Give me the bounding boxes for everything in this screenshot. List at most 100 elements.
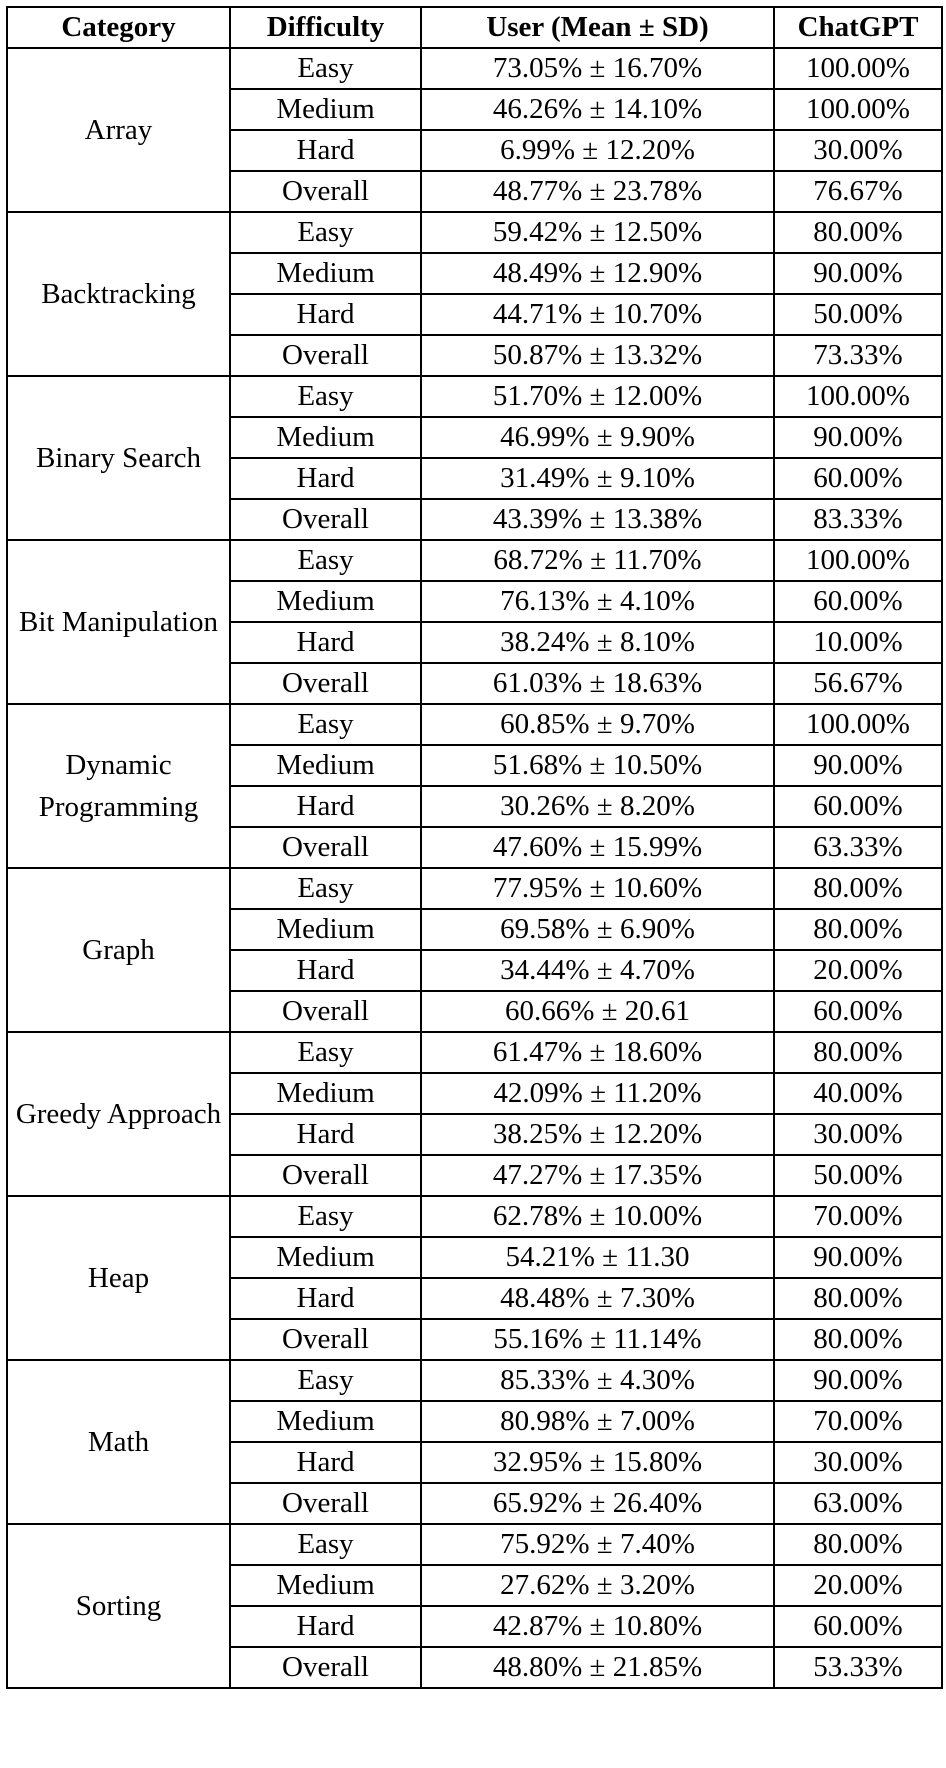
difficulty-cell: Overall — [229, 1482, 422, 1525]
chatgpt-score-cell: 90.00% — [773, 416, 943, 459]
user-mean-sd-cell: 62.78% ± 10.00% — [420, 1195, 775, 1238]
category-cell: Array — [6, 47, 231, 213]
category-cell: Binary Search — [6, 375, 231, 541]
table-row: Overall 65.92% ± 26.40% 63.00% — [7, 1482, 943, 1525]
table-row: Overall 61.03% ± 18.63% 56.67% — [7, 662, 943, 705]
user-mean-sd-cell: 38.24% ± 8.10% — [420, 621, 775, 664]
chatgpt-score-cell: 83.33% — [773, 498, 943, 541]
table-row: Medium 48.49% ± 12.90% 90.00% — [7, 252, 943, 295]
table-row: Hard 31.49% ± 9.10% 60.00% — [7, 457, 943, 500]
difficulty-cell: Hard — [229, 1113, 422, 1156]
table-row: Hard 6.99% ± 12.20% 30.00% — [7, 129, 943, 172]
chatgpt-score-cell: 76.67% — [773, 170, 943, 213]
chatgpt-score-cell: 100.00% — [773, 88, 943, 131]
difficulty-cell: Medium — [229, 252, 422, 295]
chatgpt-score-cell: 100.00% — [773, 47, 943, 90]
difficulty-cell: Easy — [229, 539, 422, 582]
difficulty-cell: Hard — [229, 949, 422, 992]
difficulty-cell: Medium — [229, 416, 422, 459]
chatgpt-score-cell: 100.00% — [773, 375, 943, 418]
chatgpt-score-cell: 80.00% — [773, 908, 943, 951]
user-mean-sd-cell: 85.33% ± 4.30% — [420, 1359, 775, 1402]
difficulty-cell: Medium — [229, 744, 422, 787]
user-mean-sd-cell: 61.03% ± 18.63% — [420, 662, 775, 705]
table-row: Hard 32.95% ± 15.80% 30.00% — [7, 1441, 943, 1484]
chatgpt-score-cell: 100.00% — [773, 539, 943, 582]
table-row: Hard 38.24% ± 8.10% 10.00% — [7, 621, 943, 664]
difficulty-cell: Easy — [229, 1523, 422, 1566]
difficulty-cell: Overall — [229, 1318, 422, 1361]
user-mean-sd-cell: 47.27% ± 17.35% — [420, 1154, 775, 1197]
table-row: Overall 47.27% ± 17.35% 50.00% — [7, 1154, 943, 1197]
user-mean-sd-cell: 77.95% ± 10.60% — [420, 867, 775, 910]
user-mean-sd-cell: 48.80% ± 21.85% — [420, 1646, 775, 1689]
table-row: Overall 60.66% ± 20.61 60.00% — [7, 990, 943, 1033]
user-mean-sd-cell: 6.99% ± 12.20% — [420, 129, 775, 172]
results-table-container: Category Difficulty User (Mean ± SD) Cha… — [6, 6, 943, 1689]
difficulty-cell: Hard — [229, 293, 422, 336]
table-row: Hard 38.25% ± 12.20% 30.00% — [7, 1113, 943, 1156]
table-row: Medium 46.26% ± 14.10% 100.00% — [7, 88, 943, 131]
table-row: Medium 80.98% ± 7.00% 70.00% — [7, 1400, 943, 1443]
user-mean-sd-cell: 60.66% ± 20.61 — [420, 990, 775, 1033]
chatgpt-score-cell: 30.00% — [773, 129, 943, 172]
table-row: Hard 42.87% ± 10.80% 60.00% — [7, 1605, 943, 1648]
difficulty-cell: Hard — [229, 1277, 422, 1320]
chatgpt-score-cell: 30.00% — [773, 1113, 943, 1156]
chatgpt-score-cell: 63.33% — [773, 826, 943, 869]
difficulty-cell: Easy — [229, 703, 422, 746]
table-row: Overall 50.87% ± 13.32% 73.33% — [7, 334, 943, 377]
user-mean-sd-cell: 44.71% ± 10.70% — [420, 293, 775, 336]
chatgpt-score-cell: 60.00% — [773, 457, 943, 500]
chatgpt-score-cell: 80.00% — [773, 1277, 943, 1320]
table-row: Array Easy 73.05% ± 16.70% 100.00% — [6, 47, 943, 213]
table-header: Category Difficulty User (Mean ± SD) Cha… — [6, 6, 943, 49]
difficulty-cell: Easy — [229, 1195, 422, 1238]
chatgpt-score-cell: 60.00% — [773, 1605, 943, 1648]
user-mean-sd-cell: 50.87% ± 13.32% — [420, 334, 775, 377]
table-row: Binary Search Easy 51.70% ± 12.00% 100.00% — [6, 375, 943, 541]
difficulty-cell: Overall — [229, 1646, 422, 1689]
user-mean-sd-cell: 69.58% ± 6.90% — [420, 908, 775, 951]
user-mean-sd-cell: 73.05% ± 16.70% — [420, 47, 775, 90]
user-mean-sd-cell: 46.26% ± 14.10% — [420, 88, 775, 131]
chatgpt-score-cell: 20.00% — [773, 1564, 943, 1607]
difficulty-cell: Hard — [229, 1605, 422, 1648]
table-row: Heap Easy 62.78% ± 10.00% 70.00% — [6, 1195, 943, 1361]
user-mean-sd-cell: 30.26% ± 8.20% — [420, 785, 775, 828]
user-mean-sd-cell: 38.25% ± 12.20% — [420, 1113, 775, 1156]
difficulty-cell: Overall — [229, 334, 422, 377]
user-mean-sd-cell: 32.95% ± 15.80% — [420, 1441, 775, 1484]
user-mean-sd-cell: 42.09% ± 11.20% — [420, 1072, 775, 1115]
difficulty-cell: Easy — [229, 211, 422, 254]
user-mean-sd-cell: 76.13% ± 4.10% — [420, 580, 775, 623]
table-row: Greedy Approach Easy 61.47% ± 18.60% 80.00% — [6, 1031, 943, 1197]
chatgpt-score-cell: 80.00% — [773, 1031, 943, 1074]
chatgpt-score-cell: 20.00% — [773, 949, 943, 992]
user-mean-sd-cell: 48.77% ± 23.78% — [420, 170, 775, 213]
chatgpt-score-cell: 80.00% — [773, 867, 943, 910]
user-mean-sd-cell: 55.16% ± 11.14% — [420, 1318, 775, 1361]
chatgpt-score-cell: 70.00% — [773, 1400, 943, 1443]
difficulty-cell: Hard — [229, 621, 422, 664]
header-user-mean-sd: User (Mean ± SD) — [420, 6, 775, 49]
difficulty-cell: Medium — [229, 908, 422, 951]
user-mean-sd-cell: 43.39% ± 13.38% — [420, 498, 775, 541]
category-cell: Math — [6, 1359, 231, 1525]
difficulty-cell: Overall — [229, 170, 422, 213]
difficulty-cell: Hard — [229, 457, 422, 500]
category-cell: Sorting — [6, 1523, 231, 1689]
table-row: Backtracking Easy 59.42% ± 12.50% 80.00% — [6, 211, 943, 377]
category-cell: Graph — [6, 867, 231, 1033]
difficulty-cell: Overall — [229, 826, 422, 869]
user-mean-sd-cell: 68.72% ± 11.70% — [420, 539, 775, 582]
header-difficulty: Difficulty — [229, 6, 422, 49]
chatgpt-score-cell: 53.33% — [773, 1646, 943, 1689]
user-mean-sd-cell: 47.60% ± 15.99% — [420, 826, 775, 869]
chatgpt-score-cell: 80.00% — [773, 1318, 943, 1361]
difficulty-cell: Overall — [229, 498, 422, 541]
table-row: Math Easy 85.33% ± 4.30% 90.00% — [6, 1359, 943, 1525]
difficulty-cell: Medium — [229, 1072, 422, 1115]
difficulty-cell: Hard — [229, 1441, 422, 1484]
table-row: Overall 48.80% ± 21.85% 53.33% — [7, 1646, 943, 1689]
